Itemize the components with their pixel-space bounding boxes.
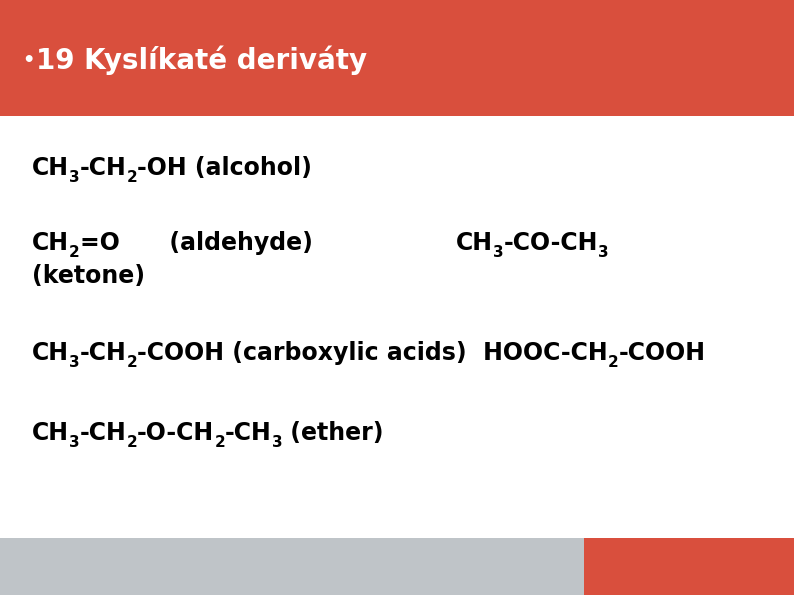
Text: 2: 2: [126, 435, 137, 450]
Text: (ketone): (ketone): [32, 264, 145, 288]
Text: -COOH: -COOH: [619, 341, 706, 365]
Text: (ether): (ether): [283, 421, 384, 445]
Bar: [584, 538, 794, 595]
Text: -CH: -CH: [225, 421, 272, 445]
Text: -CH: -CH: [79, 156, 126, 180]
Text: -CH: -CH: [79, 341, 126, 365]
Text: 3: 3: [598, 245, 609, 260]
Text: 19 Kyslíkaté deriváty: 19 Kyslíkaté deriváty: [36, 46, 367, 75]
Text: -CH: -CH: [79, 421, 126, 445]
Text: -CO-CH: -CO-CH: [503, 231, 598, 255]
Text: 2: 2: [126, 355, 137, 370]
Text: 2: 2: [69, 245, 79, 260]
Text: 3: 3: [493, 245, 503, 260]
Text: 2: 2: [214, 435, 225, 450]
Text: 3: 3: [69, 355, 79, 370]
Text: CH: CH: [32, 231, 69, 255]
Bar: [0, 538, 584, 595]
Text: CH: CH: [32, 341, 69, 365]
Bar: [0, 0, 794, 116]
Text: 3: 3: [69, 170, 79, 185]
Text: 3: 3: [272, 435, 283, 450]
Text: -COOH (carboxylic acids)  HOOC-CH: -COOH (carboxylic acids) HOOC-CH: [137, 341, 607, 365]
Text: CH: CH: [456, 231, 493, 255]
Text: CH: CH: [32, 421, 69, 445]
Text: -O-CH: -O-CH: [137, 421, 214, 445]
Text: •: •: [22, 51, 34, 70]
Text: =O      (aldehyde): =O (aldehyde): [79, 231, 313, 255]
Text: 2: 2: [607, 355, 619, 370]
Text: CH: CH: [32, 156, 69, 180]
Text: -OH (alcohol): -OH (alcohol): [137, 156, 312, 180]
Text: 2: 2: [126, 170, 137, 185]
Text: 3: 3: [69, 435, 79, 450]
